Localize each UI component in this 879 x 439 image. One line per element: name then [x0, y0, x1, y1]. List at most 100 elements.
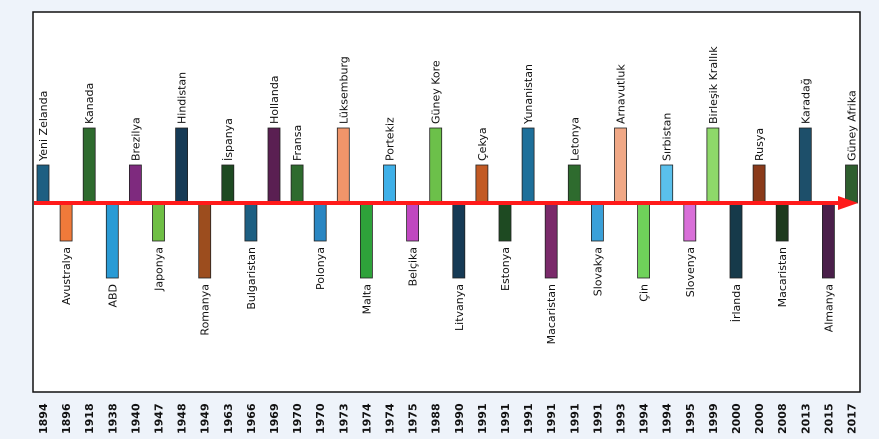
- country-label: Sırbistan: [661, 113, 674, 161]
- country-label: Arnavutluk: [615, 64, 628, 124]
- country-label: Bulgaristan: [245, 247, 258, 310]
- country-label: Lüksemburg: [337, 56, 350, 124]
- timeline-axis: [34, 196, 858, 210]
- country-label: Fransa: [291, 125, 304, 161]
- year-label: 1938: [106, 403, 119, 434]
- timeline-bar: [198, 202, 212, 279]
- timeline-bar: [521, 127, 535, 204]
- timeline-bar: [313, 202, 327, 242]
- year-label: 1991: [476, 403, 489, 434]
- year-label: 1990: [453, 403, 466, 434]
- country-label: İspanya: [222, 118, 235, 161]
- year-label: 1975: [407, 403, 420, 434]
- country-label: Almanya: [822, 284, 835, 332]
- country-label: Birleşik Krallık: [707, 46, 720, 124]
- country-label: Karadağ: [799, 78, 812, 124]
- year-label: 2015: [822, 403, 835, 434]
- country-label: Macaristan: [776, 247, 789, 307]
- timeline-bar: [544, 202, 558, 279]
- country-label: Macaristan: [545, 284, 558, 344]
- year-label: 1991: [522, 403, 535, 434]
- year-label: 2008: [776, 403, 789, 434]
- country-label: Estonya: [499, 247, 512, 291]
- country-label: Kanada: [83, 83, 96, 124]
- timeline-bar: [752, 164, 766, 204]
- year-label: 1970: [314, 403, 327, 434]
- timeline-bar: [798, 127, 812, 204]
- timeline-bar: [498, 202, 512, 242]
- timeline-bar: [406, 202, 420, 242]
- year-label: 1970: [291, 403, 304, 434]
- country-label: Malta: [360, 284, 373, 314]
- country-label: Slovakya: [591, 247, 604, 296]
- country-label: Avustralya: [60, 247, 73, 305]
- timeline-bar: [567, 164, 581, 204]
- timeline-bar: [775, 202, 789, 242]
- timeline-bar: [845, 164, 858, 204]
- timeline-bar: [105, 202, 119, 279]
- timeline-bar: [290, 164, 304, 204]
- timeline-bar: [614, 127, 627, 204]
- year-label: 1896: [60, 403, 73, 434]
- year-label: 2013: [799, 403, 812, 434]
- timeline-bar: [244, 202, 258, 242]
- year-label: 2000: [730, 403, 743, 434]
- axis-arrowhead: [838, 196, 858, 210]
- timeline-bar: [637, 202, 650, 279]
- country-label: İrlanda: [730, 284, 743, 322]
- country-label: ABD: [106, 284, 119, 308]
- year-label: 1969: [268, 403, 281, 434]
- country-label: Slovenya: [684, 247, 697, 297]
- country-label: Rusya: [753, 128, 766, 161]
- country-label: Yeni Zelanda: [37, 91, 50, 162]
- timeline-bar: [175, 127, 189, 204]
- country-label: Yunanistan: [522, 64, 535, 125]
- timeline-bar: [706, 127, 720, 204]
- year-label: 1991: [591, 403, 604, 434]
- year-label: 1994: [661, 403, 674, 434]
- timeline-bar: [221, 164, 235, 204]
- country-label: Hollanda: [268, 75, 281, 124]
- country-label: Çekya: [476, 127, 489, 161]
- country-label: Güney Kore: [430, 60, 443, 124]
- country-label: Japonya: [153, 247, 166, 292]
- year-label: 2017: [846, 403, 859, 434]
- country-label: Letonya: [568, 117, 581, 161]
- timeline-bar: [82, 127, 96, 204]
- country-label: Litvanya: [453, 284, 466, 331]
- year-label: 1918: [83, 403, 96, 434]
- country-label: Portekiz: [384, 117, 397, 161]
- timeline-bar: [36, 164, 50, 204]
- timeline-bar: [683, 202, 697, 242]
- country-labels: Yeni Zelanda Avustralya Kanada ABD Brezilya J…: [37, 46, 859, 345]
- timeline-bar: [729, 202, 743, 279]
- year-label: 1994: [638, 403, 651, 434]
- timeline-bar: [59, 202, 73, 242]
- year-label: 1993: [615, 403, 628, 434]
- year-label: 1947: [153, 403, 166, 434]
- country-label: Belçika: [407, 247, 420, 286]
- timeline-bar: [383, 164, 396, 204]
- year-labels: 1894 1896 1918 1938 1940 1947 1948 1949 1963 1966…: [37, 403, 859, 434]
- year-label: 1995: [684, 403, 697, 434]
- year-label: 1974: [384, 403, 397, 434]
- year-label: 2000: [753, 403, 766, 434]
- year-label: 1999: [707, 403, 720, 434]
- country-label: Güney Afrika: [846, 90, 859, 161]
- year-label: 1963: [222, 403, 235, 434]
- year-label: 1973: [337, 403, 350, 434]
- timeline-bar: [359, 202, 373, 279]
- timeline-bar: [452, 202, 466, 279]
- year-label: 1966: [245, 403, 258, 434]
- timeline-bars: [36, 127, 858, 279]
- timeline-bar: [660, 164, 674, 204]
- year-label: 1991: [499, 403, 512, 434]
- year-label: 1948: [176, 403, 189, 434]
- timeline-bar: [267, 127, 281, 204]
- year-label: 1991: [545, 403, 558, 434]
- country-label: Hindistan: [176, 72, 189, 124]
- country-label: Romanya: [199, 284, 212, 336]
- country-label: Polonya: [314, 247, 327, 290]
- country-label: Brezilya: [129, 117, 142, 161]
